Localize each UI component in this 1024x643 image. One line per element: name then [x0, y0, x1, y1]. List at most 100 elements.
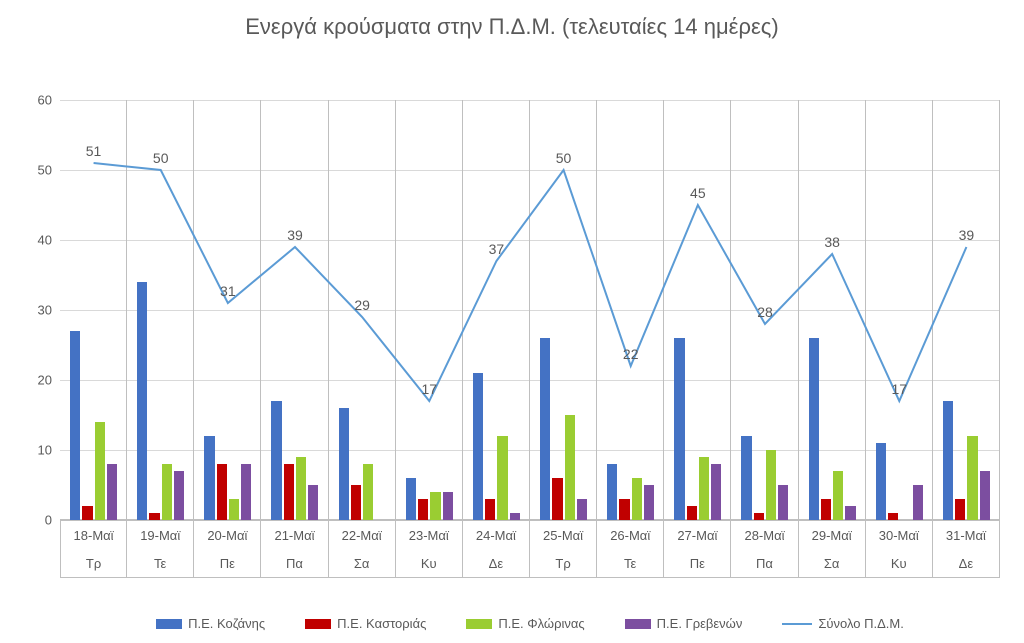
- bar: [497, 436, 507, 520]
- x-tick-date: 23-Μαϊ: [396, 521, 463, 549]
- legend-label: Π.Ε. Γρεβενών: [657, 616, 743, 631]
- legend-swatch-bar: [466, 619, 492, 629]
- category-group: [396, 100, 463, 520]
- chart-container: Ενεργά κρούσματα στην Π.Δ.Μ. (τελευταίες…: [0, 0, 1024, 643]
- bar: [778, 485, 788, 520]
- x-tick-date: 27-Μαϊ: [664, 521, 731, 549]
- y-tick-label: 20: [12, 373, 52, 388]
- x-tick-day: Κυ: [866, 549, 933, 577]
- x-tick-date: 30-Μαϊ: [866, 521, 933, 549]
- bar: [406, 478, 416, 520]
- bar: [754, 513, 764, 520]
- x-axis-row-dates: 18-Μαϊ19-Μαϊ20-Μαϊ21-Μαϊ22-Μαϊ23-Μαϊ24-Μ…: [60, 520, 1000, 549]
- bar: [540, 338, 550, 520]
- bars: [60, 100, 126, 520]
- bars: [866, 100, 932, 520]
- y-tick-label: 30: [12, 303, 52, 318]
- bar: [809, 338, 819, 520]
- bar: [833, 471, 843, 520]
- bar: [741, 436, 751, 520]
- bars: [396, 100, 462, 520]
- x-tick-day: Πε: [194, 549, 261, 577]
- x-tick-day: Τε: [597, 549, 664, 577]
- bar: [162, 464, 172, 520]
- legend-label: Π.Ε. Φλώρινας: [498, 616, 584, 631]
- x-tick-day: Πα: [261, 549, 328, 577]
- bar: [552, 478, 562, 520]
- bar: [95, 422, 105, 520]
- bar: [510, 513, 520, 520]
- y-tick-label: 50: [12, 163, 52, 178]
- line-value-label: 45: [690, 185, 706, 201]
- x-tick-date: 31-Μαϊ: [933, 521, 1000, 549]
- bar: [363, 464, 373, 520]
- bar: [644, 485, 654, 520]
- bar: [430, 492, 440, 520]
- x-tick-date: 28-Μαϊ: [731, 521, 798, 549]
- legend-swatch-line: [782, 623, 812, 625]
- x-tick-day: Τε: [127, 549, 194, 577]
- legend-swatch-bar: [156, 619, 182, 629]
- x-tick-day: Σα: [799, 549, 866, 577]
- bar: [473, 373, 483, 520]
- bar: [485, 499, 495, 520]
- x-axis: 18-Μαϊ19-Μαϊ20-Μαϊ21-Μαϊ22-Μαϊ23-Μαϊ24-Μ…: [60, 520, 1000, 578]
- bar: [913, 485, 923, 520]
- bar: [241, 464, 251, 520]
- category-group: [261, 100, 328, 520]
- bar: [632, 478, 642, 520]
- x-tick-date: 22-Μαϊ: [329, 521, 396, 549]
- bar: [845, 506, 855, 520]
- x-tick-day: Δε: [933, 549, 1000, 577]
- category-group: [866, 100, 933, 520]
- bar: [271, 401, 281, 520]
- legend-item: Π.Ε. Φλώρινας: [466, 616, 584, 631]
- legend-label: Π.Ε. Κοζάνης: [188, 616, 265, 631]
- legend-item: Π.Ε. Γρεβενών: [625, 616, 743, 631]
- x-tick-date: 18-Μαϊ: [60, 521, 127, 549]
- line-value-label: 29: [354, 297, 370, 313]
- legend-item: Σύνολο Π.Δ.Μ.: [782, 616, 904, 631]
- x-tick-day: Τρ: [530, 549, 597, 577]
- bar: [308, 485, 318, 520]
- category-group: [597, 100, 664, 520]
- x-tick-day: Πα: [731, 549, 798, 577]
- legend-swatch-bar: [625, 619, 651, 629]
- bar: [339, 408, 349, 520]
- legend-swatch-bar: [305, 619, 331, 629]
- y-tick-label: 60: [12, 93, 52, 108]
- x-tick-day: Σα: [329, 549, 396, 577]
- bar: [955, 499, 965, 520]
- x-tick-day: Τρ: [60, 549, 127, 577]
- bar: [82, 506, 92, 520]
- category-group: [60, 100, 127, 520]
- line-value-label: 50: [556, 150, 572, 166]
- bar: [766, 450, 776, 520]
- bar: [229, 499, 239, 520]
- x-tick-date: 20-Μαϊ: [194, 521, 261, 549]
- bar: [174, 471, 184, 520]
- bar: [70, 331, 80, 520]
- legend-label: Π.Ε. Καστοριάς: [337, 616, 426, 631]
- category-group: [799, 100, 866, 520]
- x-tick-day: Πε: [664, 549, 731, 577]
- bar: [149, 513, 159, 520]
- bar: [418, 499, 428, 520]
- bar: [711, 464, 721, 520]
- legend: Π.Ε. Κοζάνης Π.Ε. Καστοριάς Π.Ε. Φλώρινας Π…: [60, 616, 1000, 631]
- category-group: [463, 100, 530, 520]
- line-value-label: 38: [824, 234, 840, 250]
- line-value-label: 39: [287, 227, 303, 243]
- line-value-label: 39: [959, 227, 975, 243]
- x-tick-date: 29-Μαϊ: [799, 521, 866, 549]
- category-group: [664, 100, 731, 520]
- chart-title: Ενεργά κρούσματα στην Π.Δ.Μ. (τελευταίες…: [0, 14, 1024, 40]
- line-value-label: 31: [220, 283, 236, 299]
- bars: [194, 100, 260, 520]
- y-tick-label: 10: [12, 443, 52, 458]
- line-value-label: 17: [421, 381, 437, 397]
- bar: [217, 464, 227, 520]
- bar: [137, 282, 147, 520]
- bar: [674, 338, 684, 520]
- bars: [664, 100, 730, 520]
